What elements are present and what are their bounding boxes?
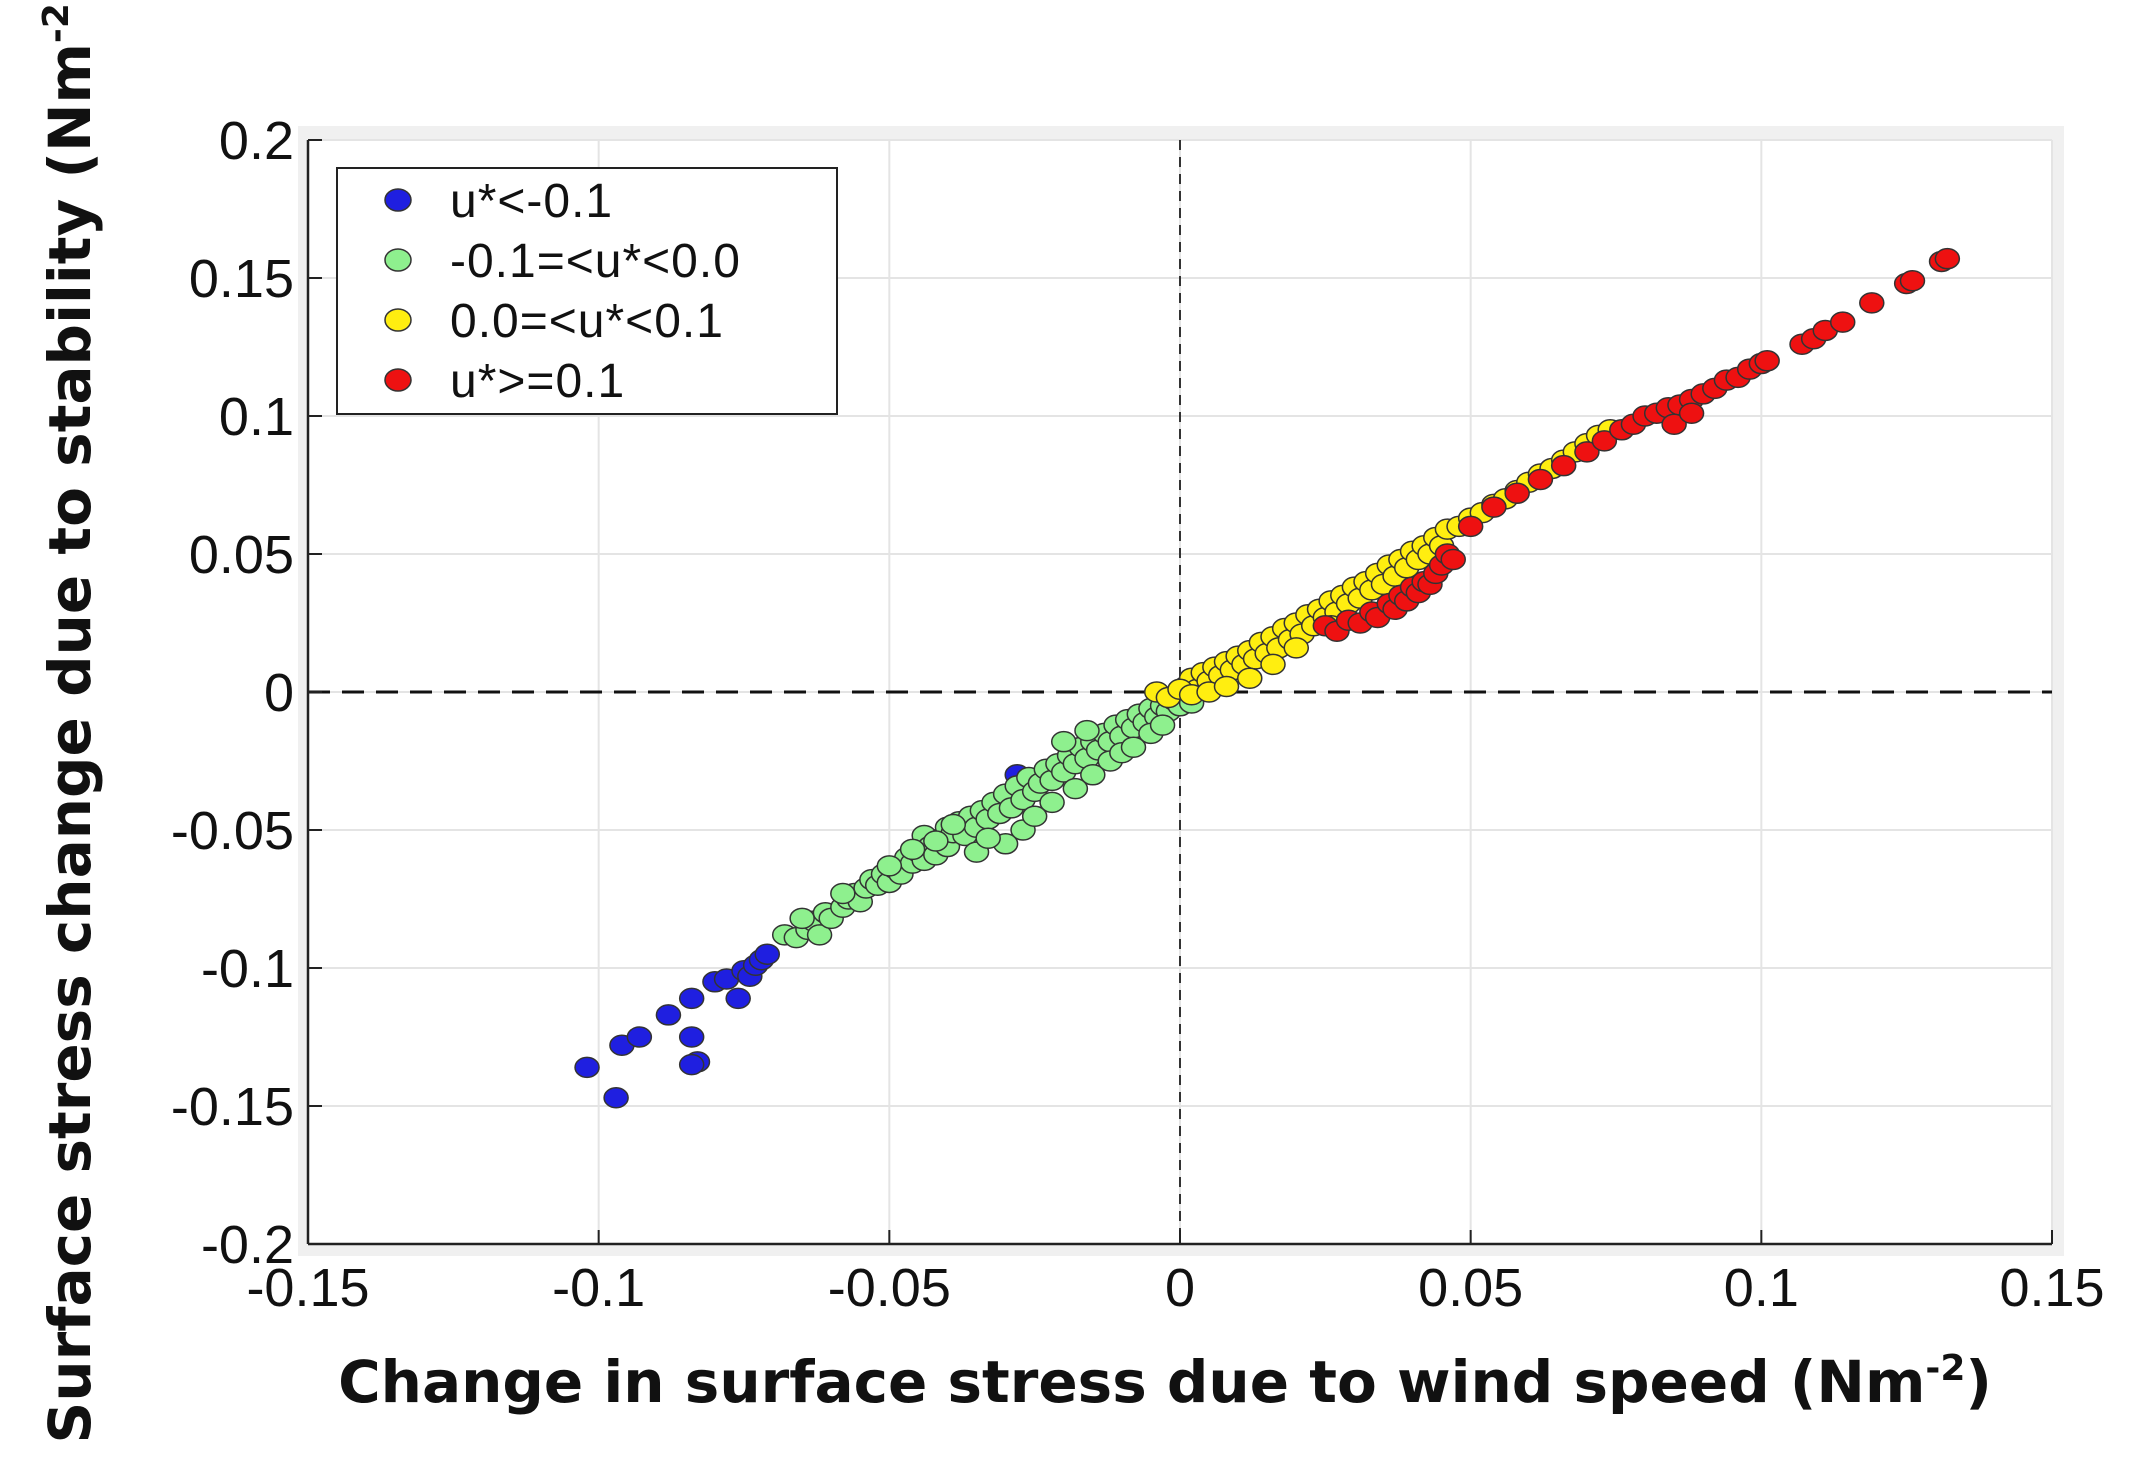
data-point bbox=[940, 813, 967, 836]
legend: u*<-0.1 -0.1=<u*<0.0 0.0=<u*<0.1 u*>=0.1 bbox=[336, 167, 838, 415]
data-point bbox=[754, 943, 781, 965]
y-axis-title-superscript: -2 bbox=[36, 3, 77, 43]
data-point bbox=[923, 830, 949, 852]
data-point bbox=[1457, 515, 1484, 538]
series-0 bbox=[574, 764, 1030, 1109]
data-point bbox=[1661, 413, 1687, 436]
data-point bbox=[678, 1026, 705, 1048]
data-point bbox=[789, 907, 815, 930]
y-axis-title-text: Surface stress change due to stability (… bbox=[36, 43, 104, 1443]
data-point bbox=[603, 1086, 629, 1109]
data-point bbox=[655, 1004, 682, 1026]
data-point bbox=[1440, 548, 1466, 571]
legend-marker bbox=[384, 308, 412, 332]
y-tick-label: 0.05 bbox=[189, 525, 294, 585]
data-point bbox=[1591, 430, 1618, 452]
data-point bbox=[1859, 292, 1885, 314]
y-axis-title-end: ) bbox=[36, 0, 104, 3]
legend-items: u*<-0.1 -0.1=<u*<0.0 0.0=<u*<0.1 u*>=0.1 bbox=[384, 175, 741, 408]
legend-marker bbox=[384, 368, 412, 392]
y-tick-label: -0.1 bbox=[201, 939, 294, 999]
data-point bbox=[1527, 468, 1554, 491]
legend-item: u*<-0.1 bbox=[384, 175, 613, 228]
y-tick-label: -0.05 bbox=[171, 801, 294, 861]
axes bbox=[306, 139, 2053, 1246]
series-2 bbox=[1143, 419, 1623, 709]
data-point bbox=[678, 1053, 705, 1076]
data-point bbox=[678, 987, 705, 1010]
y-tick-label: 0.2 bbox=[219, 111, 294, 171]
data-point bbox=[1678, 402, 1705, 424]
data-point bbox=[1149, 714, 1176, 736]
legend-box bbox=[336, 167, 838, 415]
y-tick-labels: -0.2 -0.15 -0.1 -0.05 0 0.05 0.1 0.15 0.2 bbox=[171, 111, 294, 1275]
y-tick-label: 0 bbox=[264, 663, 294, 723]
data-point bbox=[975, 827, 1001, 850]
data-point bbox=[1120, 736, 1147, 758]
data-point bbox=[1481, 496, 1507, 518]
legend-label: u*<-0.1 bbox=[450, 175, 613, 228]
x-axis-title-text: Change in surface stress due to wind spe… bbox=[338, 1348, 1925, 1416]
data-point bbox=[1074, 719, 1100, 742]
data-point bbox=[1260, 653, 1286, 676]
y-tick-label: -0.15 bbox=[171, 1077, 294, 1137]
x-tick-label: -0.1 bbox=[552, 1258, 645, 1318]
data-point bbox=[1829, 311, 1856, 333]
x-tick-label: 0 bbox=[1165, 1258, 1195, 1318]
data-point bbox=[1550, 454, 1577, 477]
data-point bbox=[1062, 777, 1089, 800]
legend-label: 0.0=<u*<0.1 bbox=[450, 295, 724, 348]
data-point bbox=[1237, 667, 1263, 689]
data-point bbox=[899, 838, 926, 861]
data-point bbox=[1283, 637, 1310, 659]
x-tick-label: -0.15 bbox=[246, 1258, 369, 1318]
data-point bbox=[574, 1056, 600, 1079]
x-axis-title: Change in surface stress due to wind spe… bbox=[338, 1348, 1992, 1416]
x-axis-title-superscript: -2 bbox=[1925, 1348, 1965, 1389]
data-point bbox=[1021, 805, 1048, 827]
legend-item: -0.1=<u*<0.0 bbox=[384, 235, 741, 288]
data-point bbox=[876, 855, 903, 877]
legend-item: u*>=0.1 bbox=[384, 355, 625, 408]
data-point bbox=[1213, 675, 1240, 698]
legend-marker bbox=[384, 188, 412, 212]
data-point bbox=[1039, 791, 1065, 814]
data-point bbox=[1080, 764, 1106, 786]
series-1 bbox=[771, 689, 1205, 949]
data-point bbox=[1574, 441, 1600, 463]
series-3 bbox=[1312, 247, 1961, 643]
data-point bbox=[1754, 350, 1780, 372]
x-tick-label: 0.1 bbox=[1724, 1258, 1799, 1318]
x-axis-title-end: ) bbox=[1965, 1348, 1992, 1416]
data-point bbox=[1899, 270, 1926, 292]
legend-label: u*>=0.1 bbox=[450, 355, 625, 408]
x-tick-label: 0.05 bbox=[1418, 1258, 1523, 1318]
data-point bbox=[806, 924, 833, 946]
legend-marker bbox=[384, 248, 412, 272]
y-axis-title: Surface stress change due to stability (… bbox=[36, 0, 104, 1443]
data-point bbox=[626, 1026, 653, 1048]
x-tick-labels: -0.15 -0.1 -0.05 0 0.05 0.1 0.15 bbox=[246, 1258, 2104, 1318]
data-points bbox=[574, 247, 1961, 1109]
data-point bbox=[725, 987, 751, 1010]
y-tick-label: -0.2 bbox=[201, 1215, 294, 1275]
legend-item: 0.0=<u*<0.1 bbox=[384, 295, 724, 348]
x-tick-label: 0.15 bbox=[1999, 1258, 2104, 1318]
x-tick-label: -0.05 bbox=[828, 1258, 951, 1318]
legend-label: -0.1=<u*<0.0 bbox=[450, 235, 741, 288]
data-point bbox=[1504, 482, 1530, 505]
data-point bbox=[1050, 730, 1077, 753]
data-point bbox=[1934, 247, 1961, 270]
y-tick-label: 0.15 bbox=[189, 249, 294, 309]
y-tick-label: 0.1 bbox=[219, 387, 294, 447]
data-point bbox=[830, 882, 856, 905]
